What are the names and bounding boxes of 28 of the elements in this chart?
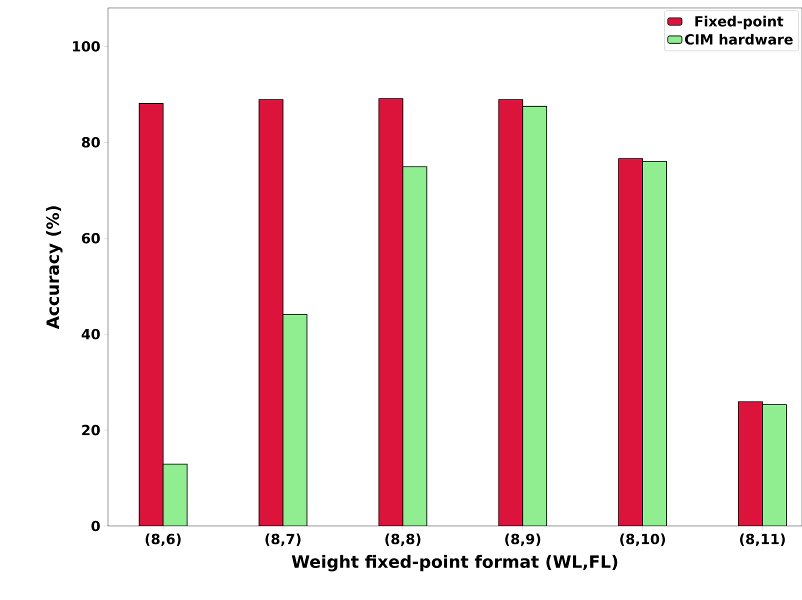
bar xyxy=(402,166,428,526)
y-tick-label: 20 xyxy=(82,424,100,436)
bar xyxy=(258,99,284,526)
x-tick-label: (8,7) xyxy=(265,533,301,546)
x-tick-label: (8,10) xyxy=(620,533,665,546)
x-tick-label: (8,8) xyxy=(385,533,420,546)
y-tick-label: 60 xyxy=(82,232,100,244)
y-tick-label: 40 xyxy=(82,328,100,340)
bar xyxy=(498,99,524,526)
bar xyxy=(738,401,763,526)
legend-label: Fixed-point xyxy=(695,16,784,30)
bar xyxy=(522,106,548,526)
bar xyxy=(138,103,164,526)
y-tick-label: 80 xyxy=(82,137,100,148)
bar xyxy=(618,158,643,526)
y-tick-label: 100 xyxy=(72,41,100,52)
y-axis-title: Accuracy (%) xyxy=(46,206,63,330)
x-tick-label: (8,9) xyxy=(505,533,540,546)
legend-label: CIM hardware xyxy=(685,34,793,45)
x-axis-title: Weight fixed-point format (WL,FL) xyxy=(292,554,618,572)
y-tick-label: 0 xyxy=(91,520,100,532)
bar xyxy=(162,464,188,526)
bar xyxy=(282,314,308,526)
bar xyxy=(762,404,787,526)
x-tick-label: (8,6) xyxy=(146,533,181,546)
bar xyxy=(378,98,404,526)
bar xyxy=(642,161,667,526)
x-tick-label: (8,11) xyxy=(740,533,785,546)
